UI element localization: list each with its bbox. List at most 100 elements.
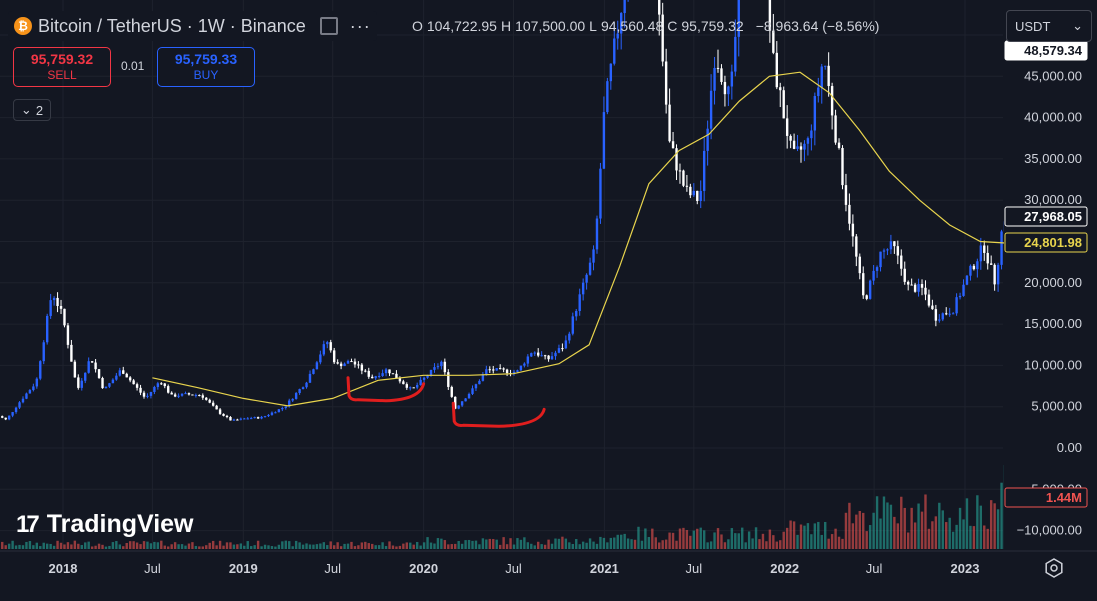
volume-bar xyxy=(509,538,512,549)
volume-bar xyxy=(651,528,654,549)
candle-body xyxy=(941,313,944,320)
candle-body xyxy=(346,361,350,364)
candle xyxy=(581,278,585,301)
candle-body xyxy=(540,355,543,357)
candle-body xyxy=(426,375,429,378)
candle xyxy=(443,358,447,375)
candle xyxy=(969,264,972,281)
volume-bar xyxy=(502,537,505,549)
volume-bar xyxy=(63,544,66,549)
indicators-toggle-button[interactable]: ⌄ 2 xyxy=(13,99,51,121)
volume-bar xyxy=(903,507,906,549)
volume-bar xyxy=(360,542,364,549)
volume-bar xyxy=(817,521,820,549)
candle-body xyxy=(554,352,557,357)
volume-bar xyxy=(882,496,886,549)
volume-bar xyxy=(339,546,343,549)
volume-bar xyxy=(785,527,789,549)
candle xyxy=(384,367,388,377)
candle-body xyxy=(671,141,675,149)
volume-bar xyxy=(737,533,740,549)
candle-body xyxy=(782,90,785,119)
volume-bar xyxy=(45,543,49,549)
volume-bar xyxy=(972,526,976,549)
volume-bar xyxy=(353,546,357,549)
candle-body xyxy=(250,418,253,420)
candle xyxy=(488,366,491,373)
volume-bar xyxy=(834,528,837,549)
volume-bar xyxy=(969,525,972,549)
candle-body xyxy=(951,313,955,315)
price-axis[interactable]: 50,000.0045,000.0040,000.0035,000.0030,0… xyxy=(1004,0,1097,555)
price-change: −8,963.64 (−8.56%) xyxy=(755,18,880,34)
volume-bar xyxy=(862,512,865,549)
candle xyxy=(478,379,481,385)
volume-bar xyxy=(775,541,778,549)
candle-body xyxy=(730,71,734,87)
candle-body xyxy=(820,66,823,88)
candle-body xyxy=(564,340,568,349)
symbol-title-bar[interactable]: ₿ Bitcoin / TetherUS · 1W · Binance ··· xyxy=(8,11,377,41)
candle xyxy=(827,52,830,97)
volume-bar xyxy=(184,545,187,549)
candle-body xyxy=(70,344,73,362)
more-icon[interactable]: ··· xyxy=(349,15,371,36)
candle-body xyxy=(260,416,263,419)
volume-bar xyxy=(723,542,727,549)
candle-body xyxy=(561,348,564,350)
candle-body xyxy=(146,395,149,397)
volume-bar xyxy=(889,504,893,549)
candle-body xyxy=(205,397,208,400)
buy-button[interactable]: 95,759.33 BUY xyxy=(157,47,255,87)
volume-bar xyxy=(941,510,944,549)
candle-body xyxy=(702,150,706,191)
time-tick-label: Jul xyxy=(324,561,341,576)
hand-drawn-annotations xyxy=(346,376,546,428)
candle-body xyxy=(326,342,329,345)
candle xyxy=(627,0,629,2)
candle xyxy=(191,394,194,396)
settings-icon[interactable] xyxy=(1043,557,1065,579)
candle-body xyxy=(11,412,14,416)
candle xyxy=(298,388,301,395)
candle xyxy=(775,41,778,90)
candle-body xyxy=(281,408,284,410)
candle-body xyxy=(395,373,398,379)
ohlc-values: O 104,722.95 H 107,500.00 L 94,560.48 C 95,7… xyxy=(412,18,879,34)
volume-bar xyxy=(934,516,938,549)
currency-select[interactable]: USDT ⌄ xyxy=(1006,10,1092,42)
candle xyxy=(454,396,457,410)
candle xyxy=(142,390,146,399)
volume-bar xyxy=(315,544,319,549)
candle-body xyxy=(59,306,63,309)
candle xyxy=(59,299,63,315)
volume-bar xyxy=(505,544,509,549)
hide-icon[interactable] xyxy=(319,17,338,35)
volume-bar xyxy=(993,503,996,549)
candle xyxy=(125,372,128,378)
candle-body xyxy=(288,400,291,407)
volume-bar xyxy=(87,541,90,549)
sell-button[interactable]: 95,759.32 SELL xyxy=(13,47,111,87)
volume-bar xyxy=(789,520,792,549)
volume-bar xyxy=(630,539,633,549)
volume-bar xyxy=(516,538,519,549)
time-axis[interactable]: 2018 Jul 2019 Jul 2020 Jul 2021 Jul 2022 Jul 2023 xyxy=(0,550,1097,601)
price-tick-label: 40,000.00 xyxy=(1024,110,1082,125)
candle-body xyxy=(813,96,817,131)
candle-body xyxy=(312,369,315,374)
candle-body xyxy=(834,115,837,143)
volume-bar xyxy=(758,539,761,549)
candle xyxy=(409,386,412,391)
candle-body xyxy=(917,284,920,292)
volume-bar xyxy=(284,540,287,549)
volume-bar xyxy=(191,542,194,549)
candle xyxy=(97,368,101,379)
volume-bar xyxy=(623,533,626,549)
candle-body xyxy=(817,87,820,97)
crosshair-price-label-text: 48,579.34 xyxy=(1024,43,1083,58)
candle xyxy=(810,124,813,151)
volume-bar xyxy=(678,528,682,549)
volume-bar xyxy=(153,541,156,549)
